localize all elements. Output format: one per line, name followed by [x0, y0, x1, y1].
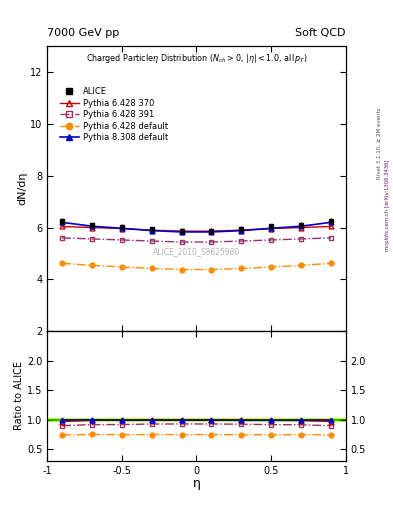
Bar: [47, 418, 346, 421]
Text: ALICE_2010_S8625980: ALICE_2010_S8625980: [153, 247, 240, 256]
Text: Rivet 3.1.10, ≥ 2M events: Rivet 3.1.10, ≥ 2M events: [377, 108, 382, 179]
Y-axis label: dN/dη: dN/dη: [17, 172, 27, 205]
Text: Charged Particle$\eta$ Distribution $(N_{ch}>0,\,|\eta|<1.0,\,\mathrm{all}\,p_T): Charged Particle$\eta$ Distribution $(N_…: [86, 52, 307, 65]
Y-axis label: Ratio to ALICE: Ratio to ALICE: [14, 361, 24, 431]
Text: 7000 GeV pp: 7000 GeV pp: [47, 28, 119, 38]
X-axis label: η: η: [193, 477, 200, 490]
Text: Soft QCD: Soft QCD: [296, 28, 346, 38]
Text: mcplots.cern.ch [arXiv:1306.3436]: mcplots.cern.ch [arXiv:1306.3436]: [385, 159, 389, 250]
Legend: ALICE, Pythia 6.428 370, Pythia 6.428 391, Pythia 6.428 default, Pythia 8.308 de: ALICE, Pythia 6.428 370, Pythia 6.428 39…: [60, 88, 168, 142]
